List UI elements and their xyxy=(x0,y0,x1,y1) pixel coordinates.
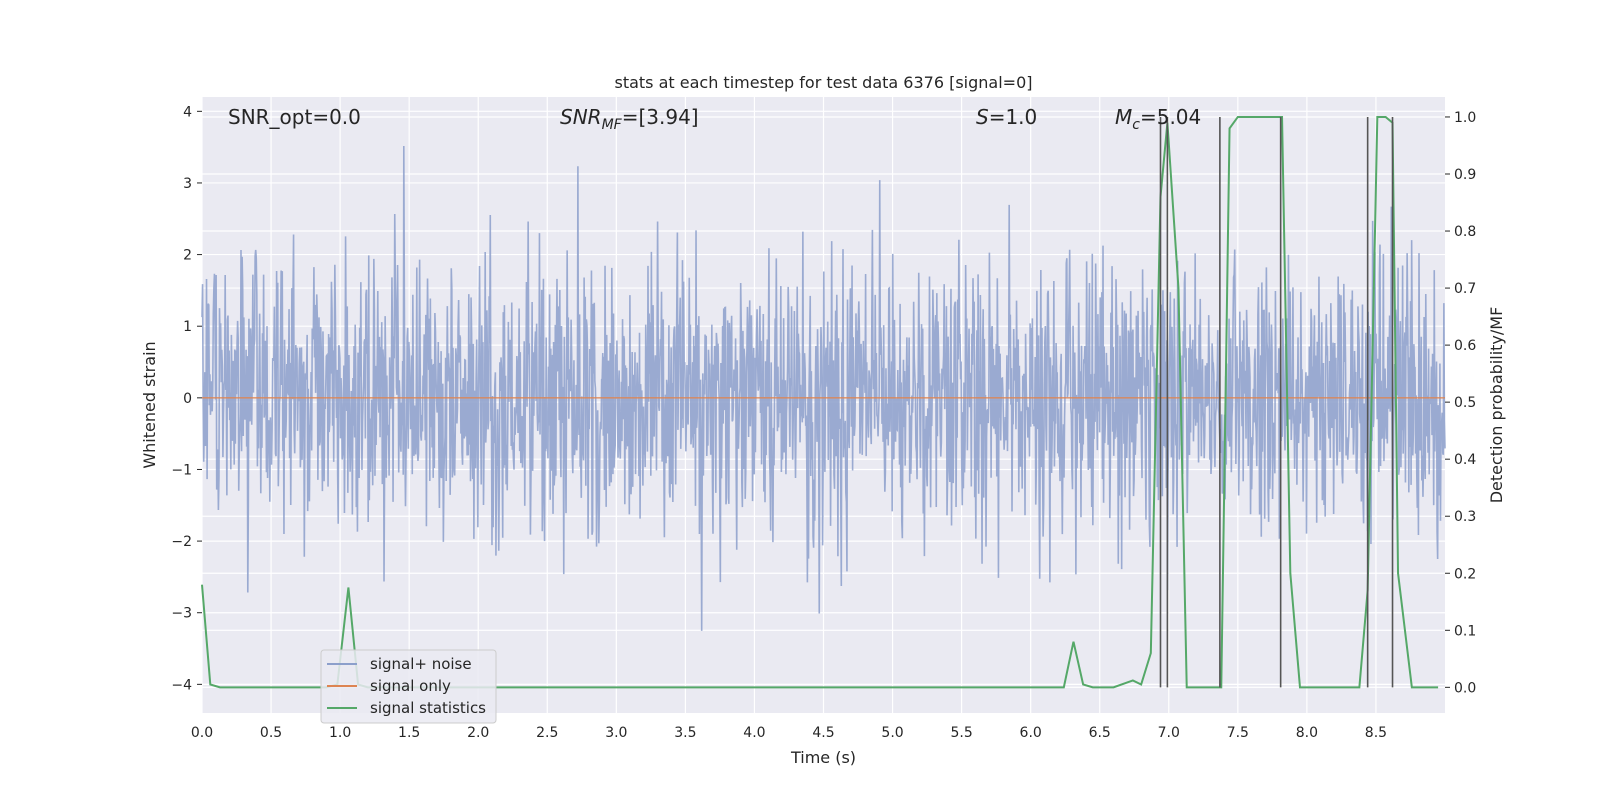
y-tick-label-left: 0 xyxy=(183,391,192,407)
x-tick-label: 2.0 xyxy=(467,725,489,741)
annotation-snr-mf-value: =[3.94] xyxy=(622,105,699,129)
y-tick-label-right: 0.8 xyxy=(1454,224,1476,240)
x-tick-label: 0.5 xyxy=(260,725,282,741)
x-tick-label: 1.5 xyxy=(398,725,420,741)
y-tick-label-left: 3 xyxy=(183,176,192,192)
legend-label-signal-only: signal only xyxy=(370,677,451,695)
legend-label-signal-statistics: signal statistics xyxy=(370,699,486,717)
annotation-s-value: =1.0 xyxy=(989,105,1038,129)
annotation-s: S=1.0 xyxy=(976,105,1037,129)
signal-statistics-line xyxy=(201,115,1439,689)
y-tick-label-right: 0.2 xyxy=(1454,566,1476,582)
legend-label-signal-noise: signal+ noise xyxy=(370,655,472,673)
annotation-mc-subscript: c xyxy=(1132,117,1140,133)
y-tick-label-right: 0.1 xyxy=(1454,623,1476,639)
x-tick-label: 5.0 xyxy=(881,725,903,741)
series-signal-noise xyxy=(201,146,1446,631)
y-tick-label-right: 0.9 xyxy=(1454,167,1476,183)
y-tick-label-left: 4 xyxy=(183,104,192,120)
annotation-snr-mf-symbol: SNR xyxy=(560,105,602,129)
series-signal-statistics xyxy=(201,115,1439,689)
x-tick-label: 0.0 xyxy=(191,725,213,741)
legend-box xyxy=(320,649,497,724)
y-tick-label-right: 0.6 xyxy=(1454,338,1476,354)
y-tick-label-left: −2 xyxy=(171,534,192,550)
y-tick-label-right: 1.0 xyxy=(1454,110,1476,126)
y-tick-label-left: 1 xyxy=(183,319,192,335)
x-tick-label: 8.0 xyxy=(1296,725,1318,741)
chart-title: stats at each timestep for test data 637… xyxy=(614,73,1032,92)
x-tick-label: 8.5 xyxy=(1365,725,1387,741)
x-tick-label: 5.5 xyxy=(950,725,972,741)
y-tick-label-left: −1 xyxy=(171,462,192,478)
y-tick-label-right: 0.5 xyxy=(1454,395,1476,411)
annotation-snr-mf-subscript: MF xyxy=(602,117,623,133)
x-tick-label: 1.0 xyxy=(329,725,351,741)
legend: signal+ noise signal only signal statist… xyxy=(320,649,497,724)
annotation-mc-symbol: M xyxy=(1115,105,1132,129)
detection-markers xyxy=(1159,116,1394,688)
x-tick-label: 2.5 xyxy=(536,725,558,741)
y-tick-label-right: 0.7 xyxy=(1454,281,1476,297)
x-tick-label: 6.0 xyxy=(1020,725,1042,741)
annotation-snr-mf: SNRMF=[3.94] xyxy=(560,105,699,133)
axis-ticks: 0.0 0.5 1.0 1.5 2.0 2.5 3.0 3.5 4.0 4.5 5.0 5.5 6.0 6… xyxy=(171,104,1476,741)
x-tick-label: 3.5 xyxy=(674,725,696,741)
x-tick-label: 7.5 xyxy=(1227,725,1249,741)
y-tick-label-right: 0.3 xyxy=(1454,509,1476,525)
x-tick-label: 7.0 xyxy=(1158,725,1180,741)
annotation-mc-value: =5.04 xyxy=(1140,105,1201,129)
y-tick-label-right: 0.0 xyxy=(1454,680,1476,696)
annotation-s-symbol: S xyxy=(976,105,989,129)
y-tick-label-left: −4 xyxy=(171,677,192,693)
x-axis-label: Time (s) xyxy=(790,748,856,767)
x-tick-label: 3.0 xyxy=(605,725,627,741)
y-tick-label-left: −3 xyxy=(171,606,192,622)
x-tick-label: 4.0 xyxy=(743,725,765,741)
x-tick-label: 4.5 xyxy=(812,725,834,741)
x-tick-label: 6.5 xyxy=(1089,725,1111,741)
annotation-mc: Mc=5.04 xyxy=(1115,105,1201,133)
annotation-snr-opt: SNR_opt=0.0 xyxy=(228,105,361,129)
y-axis-right-label: Detection probability/MF xyxy=(1487,307,1506,504)
signal-noise-line xyxy=(201,146,1446,631)
y-axis-left-label: Whitened strain xyxy=(140,341,159,468)
y-tick-label-right: 0.4 xyxy=(1454,452,1476,468)
y-tick-label-left: 2 xyxy=(183,248,192,264)
